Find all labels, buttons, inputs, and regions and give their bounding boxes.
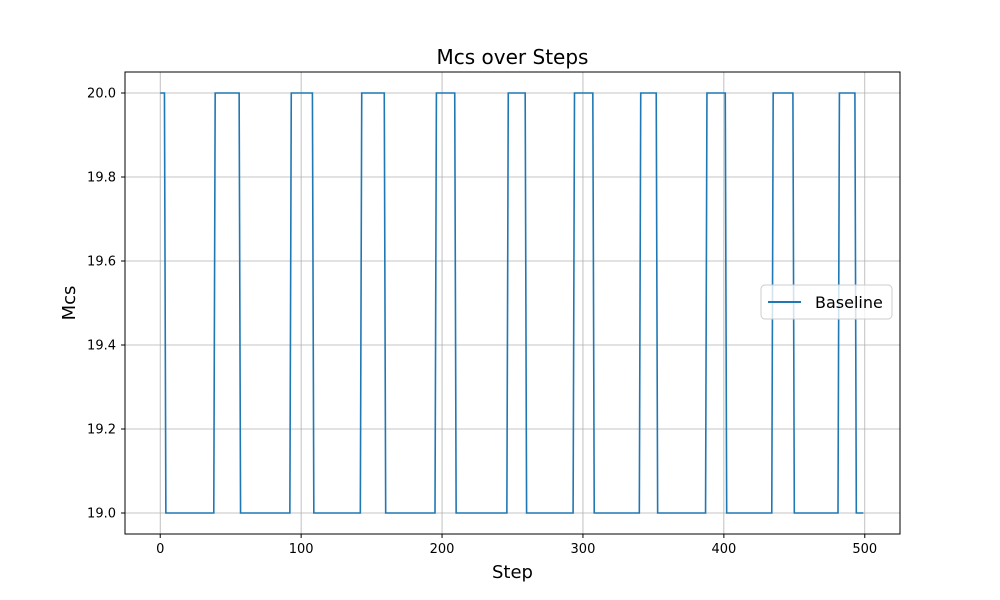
chart-title: Mcs over Steps: [437, 45, 589, 69]
plot-frame: [124, 71, 901, 535]
y-tick-label: 19.0: [87, 507, 116, 522]
x-tick-label: 0: [156, 542, 164, 557]
ticks: 0 100 200 300 400 500 19.0 19.2 19.4 19.6 19.8 20.0: [87, 87, 877, 558]
series-layer: [160, 92, 864, 514]
y-axis-label: Mcs: [59, 286, 80, 321]
y-tick-label: 19.6: [87, 255, 116, 270]
x-tick-label: 100: [289, 542, 314, 557]
x-tick-label: 300: [571, 542, 596, 557]
legend-label-baseline: Baseline: [815, 293, 883, 312]
y-tick-label: 19.4: [87, 339, 116, 354]
legend: Baseline: [760, 284, 893, 320]
y-tick-label: 19.8: [87, 171, 116, 186]
x-tick-label: 200: [430, 542, 455, 557]
y-tick-label: 20.0: [87, 87, 116, 102]
x-tick-label: 500: [852, 542, 877, 557]
y-tick-label: 19.2: [87, 423, 116, 438]
x-axis-label: Step: [492, 562, 533, 583]
legend-box: [760, 284, 893, 320]
x-tick-label: 400: [711, 542, 736, 557]
series-line-baseline: [160, 92, 864, 514]
